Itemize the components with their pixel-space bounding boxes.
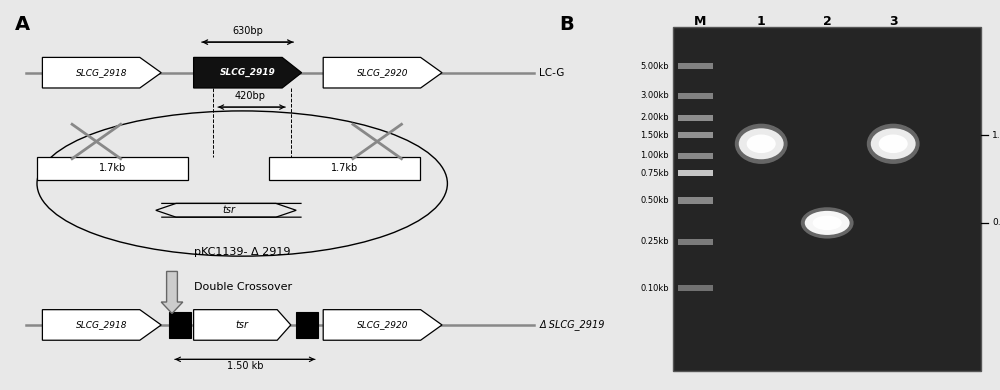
Text: 2.00kb: 2.00kb	[640, 113, 669, 122]
Text: 5.00kb: 5.00kb	[640, 62, 669, 71]
Text: 1.7kb: 1.7kb	[331, 163, 358, 173]
Polygon shape	[42, 310, 161, 340]
Bar	[678, 115, 713, 121]
Bar	[673, 27, 981, 371]
Ellipse shape	[813, 216, 842, 230]
Text: 0.25kb: 0.25kb	[640, 238, 669, 246]
Bar	[678, 153, 713, 159]
Ellipse shape	[879, 135, 908, 153]
Bar	[678, 63, 713, 69]
Text: SLCG_2918: SLCG_2918	[76, 68, 128, 77]
Bar	[296, 312, 318, 338]
Text: 0.45kb: 0.45kb	[992, 218, 1000, 227]
Ellipse shape	[735, 124, 788, 164]
Polygon shape	[194, 57, 302, 88]
Bar	[678, 170, 713, 176]
Ellipse shape	[747, 135, 776, 153]
Text: 1: 1	[757, 15, 766, 28]
Text: tsr: tsr	[236, 320, 249, 330]
Text: 630bp: 630bp	[232, 27, 263, 36]
Ellipse shape	[801, 207, 854, 239]
Text: 0.50kb: 0.50kb	[640, 196, 669, 205]
Text: B: B	[559, 15, 574, 34]
Text: 3: 3	[889, 15, 898, 28]
Text: 0.10kb: 0.10kb	[640, 284, 669, 293]
Text: 3.00kb: 3.00kb	[640, 91, 669, 100]
Text: Δ SLCG_2919: Δ SLCG_2919	[539, 319, 605, 330]
Text: SLCG_2920: SLCG_2920	[357, 321, 408, 330]
Bar	[37, 157, 188, 180]
Text: tsr: tsr	[222, 205, 235, 215]
Bar	[678, 239, 713, 245]
Ellipse shape	[867, 124, 920, 164]
Polygon shape	[323, 57, 442, 88]
Bar	[678, 92, 713, 99]
Bar	[678, 132, 713, 138]
Ellipse shape	[739, 128, 784, 159]
Text: SLCG_2918: SLCG_2918	[76, 321, 128, 330]
Text: Double Crossover: Double Crossover	[194, 282, 292, 292]
Polygon shape	[323, 310, 442, 340]
Text: pKC1139- Δ 2919: pKC1139- Δ 2919	[194, 247, 290, 257]
Text: 1.50kb: 1.50kb	[992, 131, 1000, 140]
Text: 1.7kb: 1.7kb	[99, 163, 126, 173]
Bar	[169, 312, 191, 338]
Text: SLCG_2919: SLCG_2919	[220, 68, 275, 77]
Ellipse shape	[805, 211, 850, 235]
Text: M: M	[693, 15, 706, 28]
Bar	[678, 197, 713, 204]
Text: 0.75kb: 0.75kb	[640, 168, 669, 177]
Text: SLCG_2920: SLCG_2920	[357, 68, 408, 77]
FancyArrow shape	[161, 271, 183, 314]
Text: A: A	[15, 15, 31, 34]
Text: 1.50 kb: 1.50 kb	[227, 361, 263, 371]
Ellipse shape	[871, 128, 916, 159]
Bar	[678, 285, 713, 291]
Text: 420bp: 420bp	[235, 91, 266, 101]
Text: 2: 2	[823, 15, 832, 28]
Text: LC-G: LC-G	[539, 68, 565, 78]
Text: 1.00kb: 1.00kb	[640, 151, 669, 160]
Text: 1.50kb: 1.50kb	[640, 131, 669, 140]
Bar	[269, 157, 420, 180]
Polygon shape	[194, 310, 291, 340]
Polygon shape	[42, 57, 161, 88]
